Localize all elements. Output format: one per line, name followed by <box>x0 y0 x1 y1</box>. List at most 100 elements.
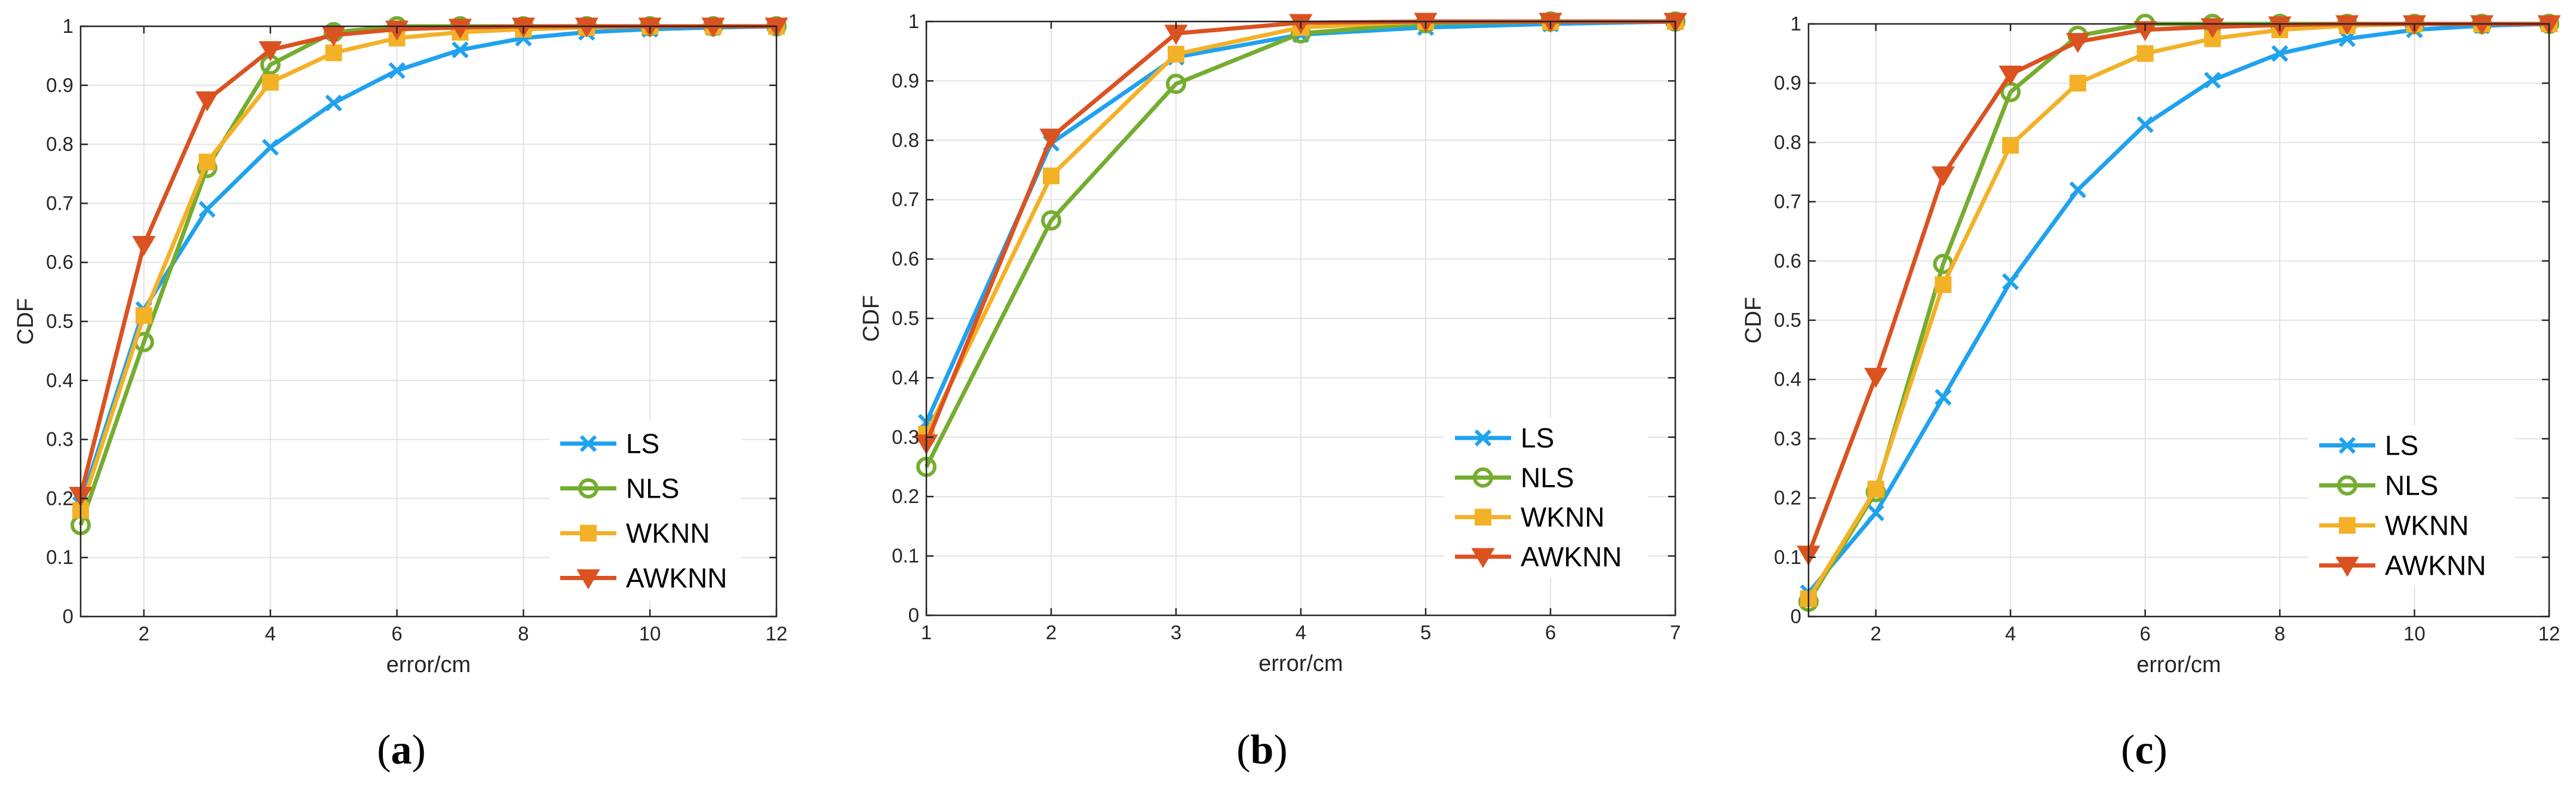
data-point-WKNN <box>262 73 279 91</box>
legend-marker-LS <box>2338 437 2356 454</box>
legend-item-AWKNN: AWKNN <box>2319 550 2486 581</box>
data-point-AWKNN <box>1998 65 2022 86</box>
data-point-NLS <box>1041 210 1061 231</box>
y-tick-label: 0.5 <box>892 307 919 329</box>
data-point-AWKNN <box>575 17 598 38</box>
x-tick-label: 3 <box>1171 621 1181 643</box>
x-tick-label: 10 <box>2403 623 2425 645</box>
y-tick-label: 0.5 <box>46 310 73 332</box>
data-point-LS <box>452 41 469 59</box>
legend-label-AWKNN: AWKNN <box>2385 550 2486 581</box>
y-tick-label: 0.1 <box>1774 546 1801 568</box>
data-point-LS <box>1867 504 1884 522</box>
legend-label-NLS: NLS <box>1521 462 1574 493</box>
data-point-WKNN <box>2002 137 2019 154</box>
legend-item-NLS: NLS <box>1455 462 1574 493</box>
x-axis-label: error/cm <box>386 652 471 677</box>
caption-letter: c <box>2135 727 2153 773</box>
data-point-AWKNN <box>2066 33 2090 53</box>
x-axis-label: error/cm <box>2136 652 2221 677</box>
x-tick-label: 5 <box>1420 621 1431 643</box>
legend-item-LS: LS <box>560 428 659 459</box>
legend-marker-NLS <box>578 478 598 499</box>
y-axis-label: CDF <box>13 298 38 345</box>
legend-label-AWKNN: AWKNN <box>626 563 727 594</box>
panel-caption: (a) <box>377 727 426 773</box>
legend-marker-WKNN <box>580 525 597 542</box>
y-tick-label: 0.3 <box>46 428 73 450</box>
x-tick-label: 7 <box>1670 621 1681 643</box>
legend-item-AWKNN: AWKNN <box>1455 541 1622 572</box>
panel-caption: (c) <box>2121 727 2167 773</box>
legend-marker-WKNN <box>1475 508 1491 526</box>
x-tick-label: 2 <box>1046 621 1057 643</box>
y-tick-label: 0.3 <box>892 426 919 448</box>
y-tick-label: 0.6 <box>46 251 73 273</box>
legend-marker-AWKNN <box>576 569 600 590</box>
data-point-AWKNN <box>195 91 219 112</box>
legend-item-WKNN: WKNN <box>560 518 710 549</box>
data-point-NLS <box>1166 73 1186 94</box>
y-axis-label: CDF <box>859 295 884 342</box>
series-line-LS <box>78 24 777 505</box>
legend-label-WKNN: WKNN <box>1521 502 1605 533</box>
legend-marker-AWKNN <box>2335 557 2359 577</box>
x-tick-label: 4 <box>2005 623 2016 645</box>
y-tick-label: 0 <box>908 604 919 626</box>
legend: LS NLS WKNN AWKNN <box>549 421 741 601</box>
x-tick-label: 4 <box>265 623 276 645</box>
data-point-AWKNN <box>322 26 346 47</box>
data-point-AWKNN <box>701 17 725 38</box>
x-tick-label: 8 <box>518 623 529 645</box>
chart-panel-c: 2 4 6 8 10 12 0 0.1 0.2 0.3 0.4 0.5 0.6 0.7 0.8 0.9 1 err… <box>1741 13 2561 773</box>
y-tick-label: 1 <box>908 10 919 32</box>
caption-letter: b <box>1251 727 1274 773</box>
data-point-AWKNN <box>1864 367 1888 388</box>
data-point-AWKNN <box>132 236 156 256</box>
y-tick-label: 0.5 <box>1774 309 1801 331</box>
data-point-AWKNN <box>2470 15 2494 35</box>
legend-label-WKNN: WKNN <box>2385 510 2469 541</box>
legend-marker-AWKNN <box>1471 548 1495 568</box>
legend-item-AWKNN: AWKNN <box>560 563 727 594</box>
legend-item-NLS: NLS <box>560 473 679 504</box>
x-tick-label: 12 <box>2538 623 2560 645</box>
y-tick-label: 0.3 <box>1774 427 1801 449</box>
legend-marker-LS <box>1474 430 1492 447</box>
y-tick-label: 0.9 <box>1774 72 1801 94</box>
legend-label-WKNN: WKNN <box>626 518 710 549</box>
legend-item-NLS: NLS <box>2319 470 2438 501</box>
y-axis-label: CDF <box>1741 297 1766 344</box>
y-tick-label: 0.2 <box>46 487 73 509</box>
data-point-LS <box>262 139 279 156</box>
data-point-WKNN <box>325 44 342 62</box>
data-point-LS <box>2136 116 2154 133</box>
series-line-LS <box>1807 22 2550 594</box>
data-point-WKNN <box>1043 167 1060 185</box>
caption-close: ) <box>2154 727 2167 773</box>
chart-panel-b: 1 2 3 4 5 6 7 0 0.1 0.2 0.3 0.4 0.5 0.6 0.7 0.8 0.9 1 erro… <box>859 10 1687 773</box>
y-tick-label: 0.8 <box>46 133 73 155</box>
legend-label-AWKNN: AWKNN <box>1521 541 1622 572</box>
data-point-AWKNN <box>448 19 472 39</box>
caption-close: ) <box>1273 727 1287 773</box>
x-tick-label: 2 <box>1871 623 1881 645</box>
legend-label-LS: LS <box>626 428 659 459</box>
y-tick-label: 1 <box>63 15 73 37</box>
data-point-WKNN <box>2069 75 2086 92</box>
y-tick-label: 0.2 <box>1774 487 1801 509</box>
y-tick-label: 0.1 <box>46 546 73 568</box>
y-tick-label: 0.7 <box>892 188 919 210</box>
data-point-LS <box>2204 72 2221 89</box>
y-tick-label: 0.9 <box>892 69 919 91</box>
y-tick-label: 0 <box>63 605 73 627</box>
data-point-LS <box>1935 388 1952 406</box>
legend-item-WKNN: WKNN <box>2319 510 2469 541</box>
data-point-AWKNN <box>2335 15 2359 35</box>
caption-letter: a <box>391 727 412 773</box>
legend-label-LS: LS <box>2385 430 2418 461</box>
y-tick-label: 0.9 <box>46 74 73 96</box>
chart-panel-a: 2 4 6 8 10 12 0 0.1 0.2 0.3 0.4 0.5 0.6 0.7 0.8 0.9 1 err… <box>13 15 788 773</box>
y-tick-label: 0.7 <box>1774 191 1801 213</box>
legend-label-LS: LS <box>1521 422 1554 453</box>
